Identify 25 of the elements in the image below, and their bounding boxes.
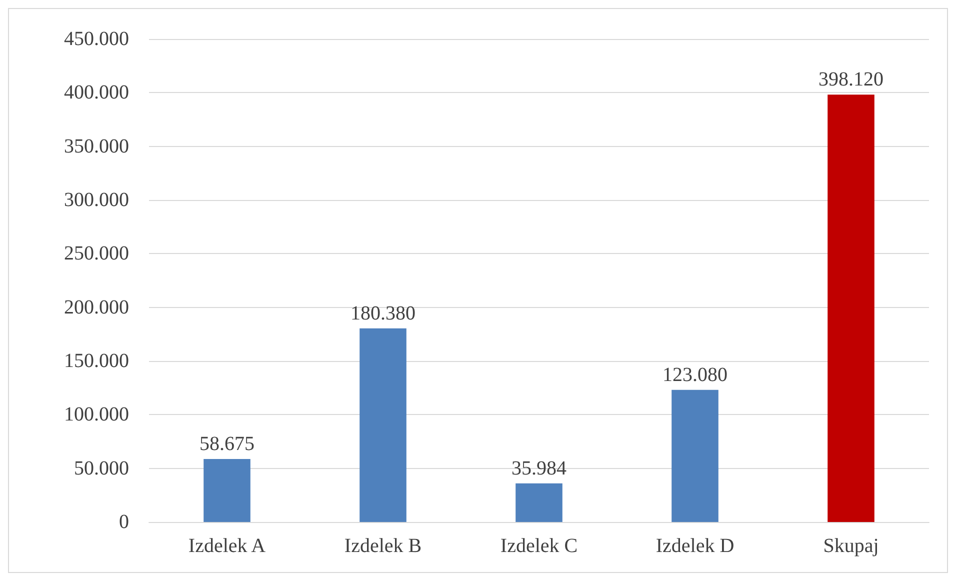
y-tick-label: 250.000 [64, 242, 129, 265]
x-tick-label: Izdelek C [500, 535, 578, 557]
y-tick-label: 400.000 [64, 82, 129, 104]
data-label: 180.380 [350, 302, 416, 324]
y-tick-label: 450.000 [64, 28, 129, 50]
y-tick-label: 200.000 [64, 296, 129, 318]
x-tick-label: Izdelek A [188, 535, 266, 557]
data-label: 58.675 [200, 433, 254, 456]
data-label: 123.080 [662, 364, 728, 386]
x-tick-label: Izdelek B [344, 535, 422, 557]
y-tick-label: 100.000 [64, 404, 129, 426]
data-label: 35.984 [512, 457, 566, 480]
data-label: 398.120 [818, 68, 884, 91]
bar [516, 483, 562, 522]
y-tick-label: 0 [119, 511, 129, 533]
bar [204, 459, 250, 522]
bar [672, 390, 718, 522]
x-tick-label: Skupaj [823, 535, 879, 557]
x-tick-label: Izdelek D [656, 535, 734, 557]
bar [360, 328, 406, 522]
y-tick-label: 150.000 [64, 350, 129, 372]
y-tick-label: 300.000 [64, 189, 129, 211]
y-tick-label: 50.000 [74, 457, 129, 480]
y-tick-label: 350.000 [64, 135, 129, 158]
bar [828, 94, 874, 522]
